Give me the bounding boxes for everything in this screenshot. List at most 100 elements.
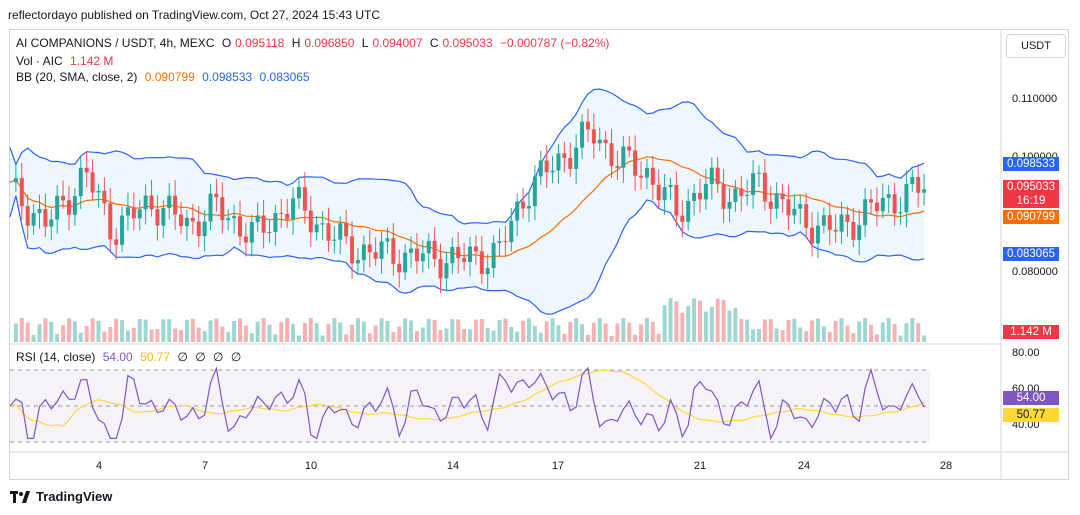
- bb-basis-line: [9, 156, 925, 258]
- candle-body: [308, 210, 313, 233]
- candle-body: [391, 238, 396, 264]
- volume-bar: [450, 319, 455, 342]
- candle-body: [898, 212, 903, 214]
- volume-bar: [279, 322, 284, 342]
- volume-bar: [72, 321, 77, 342]
- candle-body: [226, 218, 231, 221]
- candle-body: [709, 167, 714, 185]
- candle-body: [845, 214, 850, 222]
- rsi-line: [9, 366, 925, 441]
- volume-bar: [344, 334, 349, 342]
- candle-body: [167, 195, 172, 209]
- volume-bar: [538, 332, 543, 342]
- volume-label: Vol · AIC: [16, 54, 63, 68]
- bb-fill: [10, 89, 925, 315]
- candle-body: [25, 206, 30, 226]
- candle-body: [674, 184, 679, 216]
- rsi-extra-2: ∅: [195, 350, 206, 364]
- candle-body: [839, 214, 844, 232]
- volume-bar: [338, 322, 343, 342]
- candle-body: [574, 147, 579, 169]
- candle-body: [456, 246, 461, 259]
- volume-bar: [37, 324, 42, 342]
- candle-body: [420, 253, 425, 262]
- candle-body: [680, 215, 685, 222]
- volume-bar: [615, 323, 620, 342]
- volume-bar: [591, 322, 596, 342]
- volume-bar: [90, 318, 95, 342]
- candle-body: [31, 212, 36, 226]
- volume-bar: [473, 319, 478, 342]
- candle-body: [161, 208, 166, 226]
- volume-bar: [468, 329, 472, 342]
- volume-bar: [774, 328, 779, 342]
- low-label: L: [361, 36, 369, 50]
- volume-bar: [703, 311, 708, 342]
- bb-legend[interactable]: BB (20, SMA, close, 2) 0.090799 0.098533…: [16, 70, 314, 84]
- bb-upper-line: [9, 88, 925, 225]
- volume-bar: [114, 318, 119, 342]
- candle-body: [55, 195, 60, 220]
- time-axis-label: 17: [552, 460, 564, 472]
- candle-body: [857, 225, 862, 240]
- candle-body: [426, 240, 431, 254]
- candle-body: [78, 167, 83, 197]
- volume-bar: [874, 334, 879, 342]
- volume-bar: [296, 335, 301, 342]
- volume-bar: [521, 320, 526, 342]
- candle-body: [155, 209, 160, 226]
- volume-bar: [438, 330, 443, 342]
- candle-body: [874, 202, 879, 212]
- tradingview-footer[interactable]: TradingView: [10, 489, 112, 504]
- volume-bar: [857, 321, 862, 342]
- candle-body: [414, 248, 419, 262]
- candle-body: [279, 213, 284, 215]
- volume-bar: [190, 318, 195, 342]
- volume-bar: [839, 318, 844, 342]
- candle-body: [438, 259, 443, 279]
- candle-body: [379, 241, 384, 259]
- candle-body: [450, 246, 455, 264]
- symbol-title[interactable]: AI COMPANIONS / USDT, 4h, MEXC: [16, 36, 215, 50]
- candle-body: [320, 223, 325, 225]
- candle-body: [615, 166, 620, 168]
- volume-bar: [686, 306, 691, 342]
- bb-label: BB (20, SMA, close, 2): [16, 70, 138, 84]
- candle-body: [550, 170, 555, 173]
- volume-bar: [320, 335, 325, 342]
- candle-body: [267, 231, 272, 233]
- candle-body: [108, 203, 113, 240]
- volume-bar: [662, 305, 667, 342]
- candle-body: [833, 229, 838, 232]
- volume-bar: [267, 324, 272, 342]
- rsi-legend[interactable]: RSI (14, close) 54.00 50.77 ∅ ∅ ∅ ∅: [16, 350, 245, 364]
- volume-bar: [391, 332, 396, 342]
- footer-brand: TradingView: [36, 489, 113, 504]
- volume-bar: [232, 320, 237, 342]
- volume-bar: [61, 325, 66, 342]
- candle-body: [515, 201, 520, 221]
- bb-basis-value: 0.090799: [144, 70, 195, 84]
- volume-bar: [326, 323, 331, 342]
- candle-body: [238, 216, 242, 237]
- candle-body: [774, 193, 779, 209]
- volume-bar: [739, 319, 744, 342]
- currency-button[interactable]: USDT: [1006, 34, 1066, 58]
- volume-bar: [196, 327, 201, 342]
- candle-body: [827, 215, 832, 230]
- price-axis-label: 0.080000: [1012, 266, 1058, 278]
- candle-body: [715, 167, 720, 185]
- published-line: reflectordayo published on TradingView.c…: [8, 8, 380, 22]
- volume-bar: [815, 318, 820, 342]
- volume-bar: [367, 333, 372, 342]
- volume-bar: [403, 318, 408, 342]
- candle-body: [120, 215, 125, 245]
- volume-bar: [167, 319, 172, 342]
- volume-bar: [768, 319, 773, 342]
- candle-body: [821, 215, 826, 226]
- candle-body: [692, 193, 697, 201]
- candle-body: [137, 209, 142, 219]
- candle-body: [851, 221, 856, 240]
- volume-legend[interactable]: Vol · AIC 1.142 M: [16, 54, 117, 68]
- chart-frame[interactable]: [9, 29, 1069, 480]
